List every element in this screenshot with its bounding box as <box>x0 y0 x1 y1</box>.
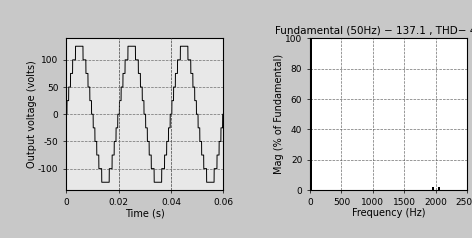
Y-axis label: Output voltage (volts): Output voltage (volts) <box>26 60 36 168</box>
Bar <box>438 187 440 190</box>
X-axis label: Frequency (Hz): Frequency (Hz) <box>352 208 425 218</box>
Bar <box>432 187 434 190</box>
X-axis label: Time (s): Time (s) <box>125 208 165 218</box>
Title: Fundamental (50Hz) − 137.1 , THD− 4.02%: Fundamental (50Hz) − 137.1 , THD− 4.02% <box>275 26 472 36</box>
Y-axis label: Mag (% of Fundamental): Mag (% of Fundamental) <box>274 54 284 174</box>
Bar <box>310 38 312 190</box>
